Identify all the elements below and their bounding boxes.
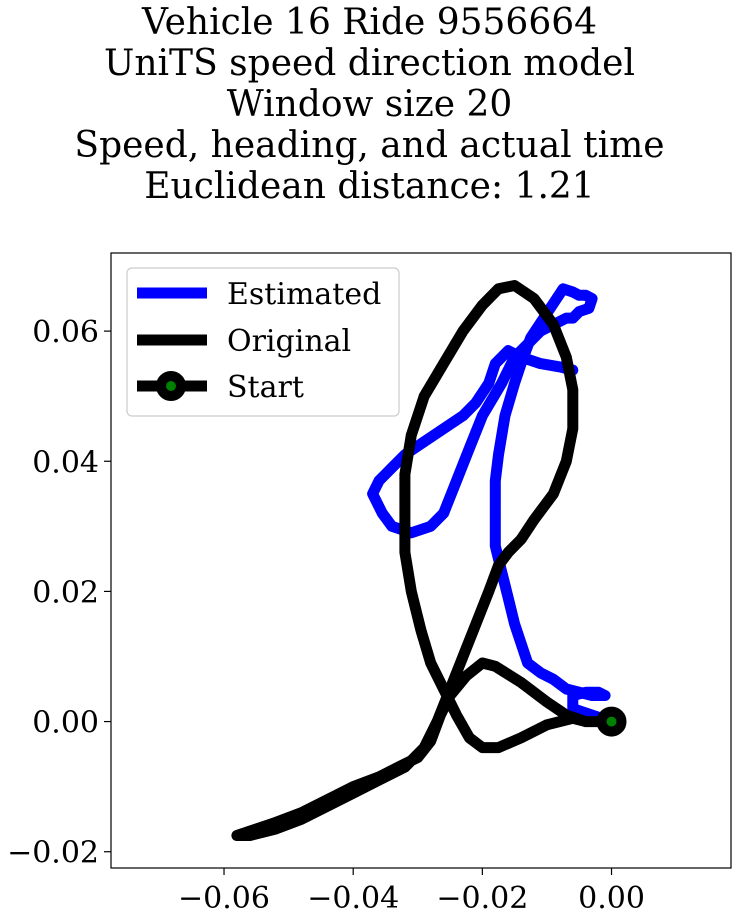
legend: Estimated Original Start — [126, 267, 400, 417]
y-tick-label: 0.02 — [32, 575, 99, 610]
legend-box — [126, 267, 400, 417]
plot-frame — [110, 252, 732, 869]
title-line-1: Vehicle 16 Ride 9556664 — [141, 2, 598, 43]
legend-swatch-start-marker — [156, 371, 186, 401]
series-line-estimated — [367, 283, 617, 728]
y-tick-label: −0.02 — [7, 836, 99, 871]
title-line-4: Speed, heading, and actual time — [74, 125, 665, 166]
title-line-5: Euclidean distance: 1.21 — [144, 166, 595, 207]
legend-label-start: Start — [227, 370, 304, 405]
title-line-2: UniTS speed direction model — [104, 43, 635, 84]
series-line-original — [231, 280, 617, 841]
y-tick-label: 0.06 — [32, 315, 99, 350]
legend-label-original: Original — [227, 324, 351, 359]
x-tick-label: −0.04 — [307, 881, 399, 915]
title-line-3: Window size 20 — [226, 84, 513, 125]
y-tick-label: 0.04 — [32, 445, 99, 480]
start-marker — [596, 706, 627, 737]
x-tick-label: −0.02 — [436, 881, 528, 915]
legend-label-estimated: Estimated — [227, 277, 381, 312]
y-tick-label: 0.00 — [32, 706, 99, 741]
chart-title: Vehicle 16 Ride 9556664 UniTS speed dire… — [0, 2, 739, 207]
x-tick-label: 0.00 — [578, 881, 645, 915]
x-tick-label: −0.06 — [178, 881, 270, 915]
